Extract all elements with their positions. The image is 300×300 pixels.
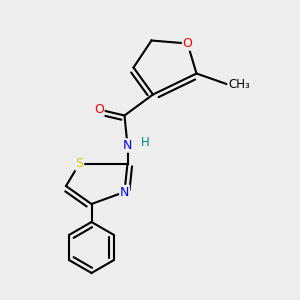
Text: O: O <box>183 37 192 50</box>
Text: S: S <box>76 157 83 170</box>
Text: O: O <box>94 103 104 116</box>
Text: N: N <box>123 139 132 152</box>
Text: H: H <box>141 136 150 149</box>
Text: CH₃: CH₃ <box>228 77 250 91</box>
Text: N: N <box>120 185 129 199</box>
